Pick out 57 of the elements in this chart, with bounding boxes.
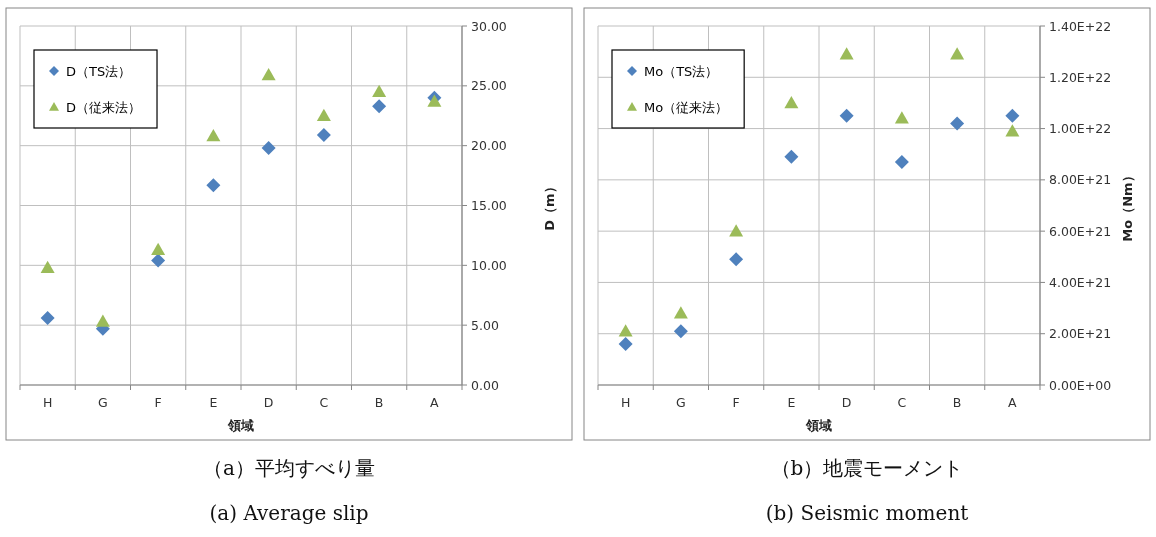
legend-label: D（従来法） — [66, 100, 142, 115]
point — [372, 84, 387, 98]
y-tick-label: 1.00E+22 — [1049, 121, 1112, 137]
x-tick-label: H — [42, 395, 53, 410]
x-tick-label: F — [732, 395, 740, 410]
x-tick-label: H — [620, 395, 631, 410]
x-tick-label: D — [841, 395, 852, 410]
x-tick-label: C — [319, 395, 329, 410]
x-tick-label: E — [787, 395, 796, 410]
point — [261, 141, 276, 156]
y-tick-label: 4.00E+21 — [1049, 274, 1112, 290]
point — [372, 99, 387, 114]
x-axis-title: 領域 — [227, 418, 254, 433]
y-tick-label: 1.20E+22 — [1049, 69, 1112, 85]
point — [316, 127, 331, 142]
y-tick-label: 15.00 — [471, 198, 507, 213]
y-tick-label: 6.00E+21 — [1049, 223, 1112, 239]
y-tick-label: 30.00 — [471, 18, 507, 34]
x-tick-label: B — [374, 395, 384, 410]
point — [40, 260, 55, 273]
point — [427, 94, 442, 107]
y-tick-label: 5.00 — [471, 317, 499, 333]
y-tick-label: 1.40E+22 — [1049, 18, 1112, 34]
y-tick-label: 25.00 — [471, 78, 507, 94]
x-tick-label: F — [154, 395, 162, 410]
y-tick-label: 10.00 — [471, 257, 507, 273]
x-axis-title: 領域 — [805, 418, 832, 433]
point — [206, 178, 221, 193]
y-axis-title: Mo（Nm） — [1120, 169, 1135, 242]
x-tick-label: D — [263, 395, 274, 410]
y-tick-label: 20.00 — [471, 138, 507, 154]
legend-label: D（TS法） — [66, 64, 132, 79]
text: （b）地震モーメント — [770, 456, 964, 480]
x-tick-label: A — [1008, 395, 1018, 410]
text: (b) Seismic moment — [765, 501, 969, 525]
y-axis-title: D（m） — [542, 180, 557, 231]
y-tick-label: 8.00E+21 — [1049, 172, 1112, 188]
x-tick-label: E — [209, 395, 218, 410]
y-tick-label: 0.00E+00 — [1049, 377, 1112, 393]
point — [316, 108, 331, 121]
text: （a）平均すべり量 — [203, 456, 375, 480]
y-tick-label: 2.00E+21 — [1049, 326, 1112, 342]
legend-label: Mo（TS法） — [644, 64, 719, 79]
x-tick-label: A — [430, 395, 440, 410]
point — [95, 314, 110, 327]
x-tick-label: B — [952, 395, 962, 410]
point — [206, 129, 221, 142]
point — [151, 253, 166, 268]
point — [151, 242, 166, 256]
point — [40, 310, 55, 325]
point — [261, 68, 276, 81]
text: (a) Average slip — [209, 501, 369, 525]
x-tick-label: G — [676, 395, 686, 410]
x-tick-label: C — [897, 395, 907, 410]
x-tick-label: G — [98, 395, 108, 410]
legend-label: Mo（従来法） — [644, 100, 729, 115]
y-tick-label: 0.00 — [471, 377, 499, 393]
